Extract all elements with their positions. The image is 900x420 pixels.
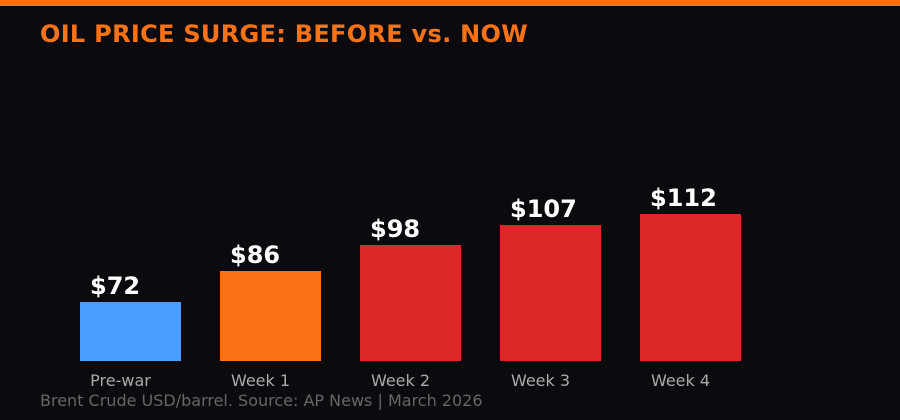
bar-pre-war xyxy=(80,302,181,361)
bar-week-3 xyxy=(500,225,601,361)
category-label: Week 1 xyxy=(230,371,291,390)
chart-source-footer: Brent Crude USD/barrel. Source: AP News … xyxy=(40,391,483,410)
bar-week-4 xyxy=(640,214,741,361)
chart-title: OIL PRICE SURGE: BEFORE vs. NOW xyxy=(40,20,529,48)
accent-top-bar xyxy=(0,0,900,6)
bar-value-label: $112 xyxy=(650,184,717,212)
bar-value-label: $107 xyxy=(510,195,577,223)
category-label: Week 2 xyxy=(370,371,431,390)
bar-value-label: $72 xyxy=(90,272,141,300)
bar-week-1 xyxy=(220,271,321,361)
bar-week-2 xyxy=(360,245,461,361)
category-label: Week 3 xyxy=(510,371,571,390)
bar-value-label: $98 xyxy=(370,215,421,243)
category-label: Pre-war xyxy=(90,371,151,390)
bar-value-label: $86 xyxy=(230,241,281,269)
category-label: Week 4 xyxy=(650,371,711,390)
